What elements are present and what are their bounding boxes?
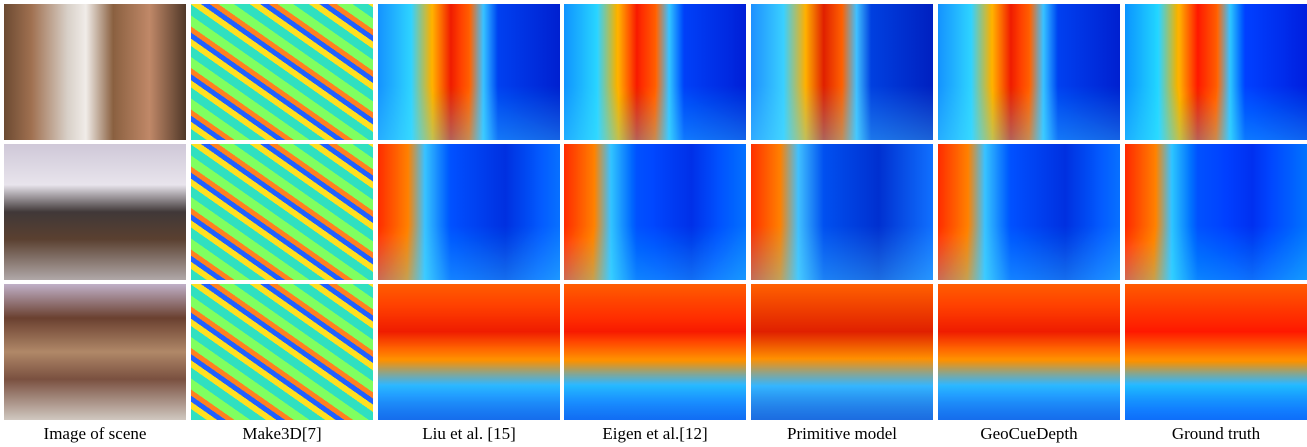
column-caption: Image of scene [4, 424, 186, 444]
depth-map [564, 4, 746, 140]
column-caption: Liu et al. [15] [378, 424, 560, 444]
column-caption: Make3D[7] [191, 424, 373, 444]
depth-map [564, 144, 746, 280]
depth-map [378, 4, 560, 140]
depth-map [378, 284, 560, 420]
depth-map [1125, 144, 1307, 280]
depth-map [378, 144, 560, 280]
depth-map [938, 4, 1120, 140]
depth-map [751, 284, 933, 420]
scene-image [4, 4, 186, 140]
depth-map [191, 4, 373, 140]
column-caption: Primitive model [751, 424, 933, 444]
column-caption: Ground truth [1125, 424, 1307, 444]
depth-map [938, 284, 1120, 420]
figure: Image of sceneMake3D[7]Liu et al. [15]Ei… [0, 0, 1307, 447]
scene-image [4, 144, 186, 280]
depth-map [1125, 4, 1307, 140]
depth-map [751, 144, 933, 280]
column-caption: GeoCueDepth [938, 424, 1120, 444]
depth-map [191, 284, 373, 420]
depth-map [564, 284, 746, 420]
depth-map [938, 144, 1120, 280]
depth-map [1125, 284, 1307, 420]
depth-map [191, 144, 373, 280]
scene-image [4, 284, 186, 420]
depth-map [751, 4, 933, 140]
column-caption: Eigen et al.[12] [564, 424, 746, 444]
